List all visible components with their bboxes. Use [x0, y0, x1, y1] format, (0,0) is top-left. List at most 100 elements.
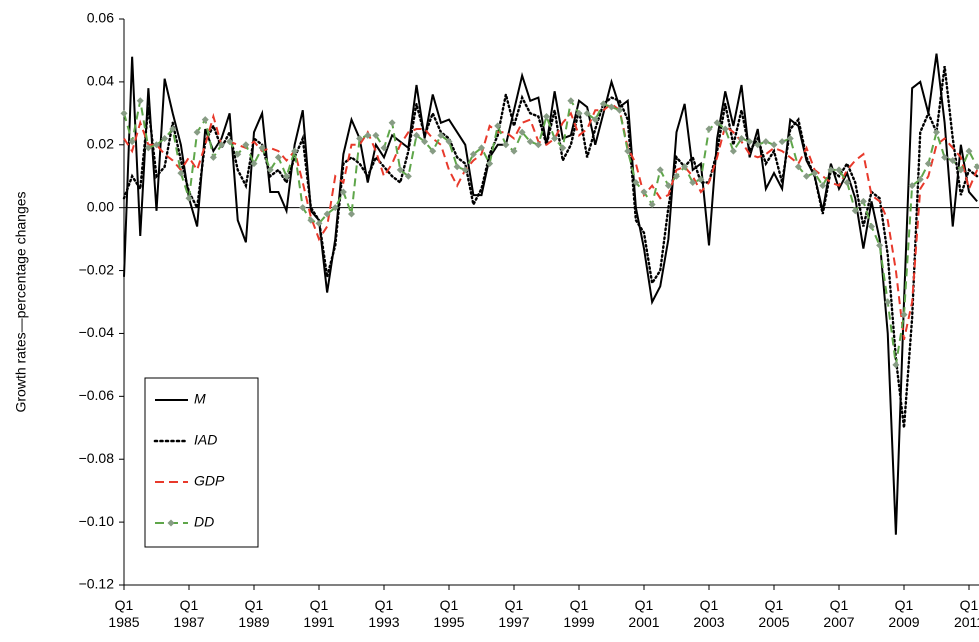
x-tick-label: Q1 1993	[368, 597, 400, 630]
series-marker	[754, 141, 762, 149]
legend-label: GDP	[194, 473, 225, 489]
series-marker	[599, 100, 607, 108]
series-marker	[234, 150, 242, 158]
series-marker	[632, 179, 640, 187]
series-line	[123, 53, 978, 535]
series-marker	[543, 112, 550, 120]
series-marker	[811, 169, 819, 177]
series-marker	[510, 147, 518, 155]
series-marker	[803, 172, 810, 180]
series-marker	[120, 109, 128, 117]
x-tick-label: Q1 2011	[953, 597, 979, 630]
series-marker	[705, 125, 713, 133]
x-tick-label: Q1 1999	[563, 597, 595, 630]
series-marker	[218, 141, 225, 149]
series-marker	[136, 97, 144, 105]
x-tick-label: Q1 1991	[303, 597, 335, 630]
series-marker	[973, 163, 979, 171]
series-marker	[421, 138, 429, 146]
series-marker	[404, 172, 412, 180]
series-marker	[900, 311, 908, 319]
series-marker	[924, 160, 932, 168]
series-marker	[551, 134, 559, 142]
series-marker	[567, 97, 575, 105]
series-marker	[713, 119, 721, 127]
y-tick-label: −0.08	[79, 450, 115, 466]
series-marker	[908, 182, 916, 190]
series-marker	[892, 361, 900, 369]
series-marker	[933, 128, 940, 136]
series-marker	[591, 116, 599, 124]
series-marker	[957, 166, 965, 174]
y-tick-label: −0.12	[79, 576, 115, 592]
series-marker	[274, 153, 282, 161]
x-tick-label: Q1 2007	[823, 597, 855, 630]
series-marker	[559, 144, 567, 152]
series-marker	[624, 147, 632, 155]
series-marker	[185, 194, 193, 202]
series-marker	[226, 138, 234, 146]
series-marker	[315, 219, 323, 227]
series-marker	[356, 134, 364, 142]
series-marker	[250, 160, 258, 168]
series-marker	[738, 134, 745, 142]
series-marker	[965, 147, 973, 155]
series-marker	[835, 166, 843, 174]
series-marker	[819, 182, 827, 190]
y-tick-label: 0.02	[87, 135, 114, 151]
x-tick-label: Q1 1989	[238, 597, 270, 630]
series-marker	[648, 201, 656, 209]
series-marker	[144, 144, 152, 152]
series-marker	[201, 116, 209, 124]
series-marker	[307, 216, 315, 224]
series-marker	[486, 160, 494, 168]
series-marker	[242, 141, 250, 149]
series-marker	[770, 141, 778, 149]
series-marker	[364, 131, 372, 139]
series-marker	[843, 179, 851, 187]
legend-box	[144, 377, 259, 548]
series-marker	[209, 153, 217, 161]
series-marker	[664, 182, 672, 190]
series-marker	[258, 144, 266, 152]
series-marker	[161, 134, 169, 142]
series-marker	[884, 298, 892, 306]
legend-label: DD	[194, 514, 214, 530]
series-marker	[413, 131, 420, 139]
series-line	[122, 66, 979, 428]
series-marker	[437, 131, 445, 139]
series-marker	[851, 207, 859, 215]
series-marker	[128, 138, 136, 146]
x-tick-label: Q1 1987	[173, 597, 205, 630]
series-marker	[583, 109, 591, 117]
series-marker	[859, 197, 867, 205]
series-marker	[445, 138, 453, 146]
series-marker	[380, 144, 388, 152]
x-tick-label: Q1 2005	[758, 597, 790, 630]
series-marker	[673, 172, 680, 180]
series-marker	[534, 141, 542, 149]
series-marker	[461, 166, 469, 174]
y-axis-label: Growth rates—percentage changes	[13, 191, 29, 412]
series-marker	[689, 179, 697, 187]
series-marker	[697, 175, 705, 183]
series-marker	[283, 172, 290, 180]
series-marker	[169, 125, 177, 133]
series-marker	[794, 163, 802, 171]
series-marker	[388, 119, 396, 127]
series-marker	[153, 141, 160, 149]
x-tick-label: Q1 1997	[498, 597, 530, 630]
y-tick-label: 0.00	[87, 198, 114, 214]
series-marker	[469, 150, 477, 158]
series-marker	[640, 188, 648, 196]
series-marker	[608, 103, 615, 111]
series-marker	[453, 163, 461, 171]
series-marker	[193, 128, 201, 136]
series-marker	[266, 166, 274, 174]
series-marker	[502, 141, 510, 149]
series-marker	[348, 210, 355, 218]
series-marker	[575, 109, 583, 117]
x-tick-label: Q1 1985	[108, 597, 140, 630]
series-marker	[916, 175, 924, 183]
